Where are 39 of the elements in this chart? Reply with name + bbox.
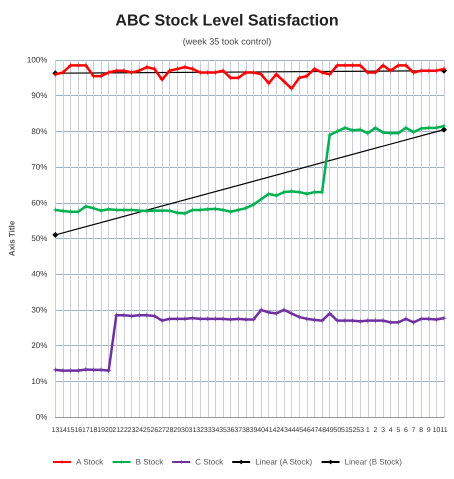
point <box>280 78 287 84</box>
point <box>402 124 409 131</box>
y-tick-label: 40% <box>31 270 48 279</box>
y-tick-label: 10% <box>31 376 48 386</box>
point <box>410 129 417 136</box>
point <box>258 196 264 202</box>
point <box>311 66 318 72</box>
point <box>266 80 272 86</box>
y-tick-label: 0% <box>36 412 48 422</box>
point <box>388 68 394 74</box>
point <box>288 310 295 316</box>
legend-label: C Stock <box>195 458 224 466</box>
point <box>280 306 287 313</box>
y-tick-label: 100% <box>26 56 48 64</box>
chart-title: ABC Stock Level Satisfaction <box>115 12 339 30</box>
y-tick-label: 60% <box>31 198 48 208</box>
y-tick-label: 20% <box>31 341 48 350</box>
y-tick-label: 90% <box>31 91 48 100</box>
point <box>288 86 295 92</box>
y-tick-label: 50% <box>31 234 48 243</box>
y-tick-label: 70% <box>31 162 48 172</box>
point <box>380 62 386 68</box>
point <box>402 316 409 322</box>
legend-label: Linear (B Stock) <box>344 458 402 466</box>
point <box>52 232 58 238</box>
legend-label: B Stock <box>136 458 164 466</box>
point <box>334 128 340 134</box>
point <box>372 124 378 131</box>
y-axis-title: Axis Title <box>8 220 16 256</box>
point <box>326 310 333 316</box>
legend-label: A Stock <box>76 458 104 466</box>
y-tick-label: 80% <box>31 126 48 136</box>
chart-subtitle: (week 35 took control) <box>182 36 272 46</box>
legend-label: Linear (A Stock) <box>255 458 312 466</box>
y-tick-label: 30% <box>31 305 48 314</box>
point <box>441 126 447 133</box>
point <box>364 130 371 136</box>
point <box>273 71 280 78</box>
point <box>159 76 166 83</box>
